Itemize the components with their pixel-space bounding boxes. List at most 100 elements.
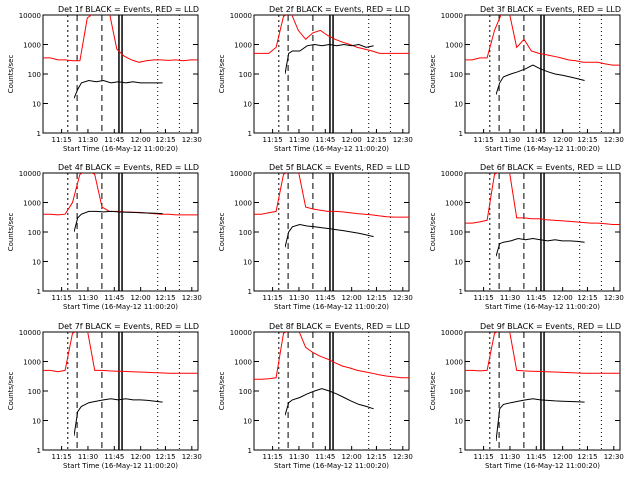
y-tick-label: 10000 [230,329,252,337]
chart-panel-5: Det 5f BLACK = Events, RED = LLD 1 10 100 10… [218,163,413,311]
x-tick-label: 11:15 [263,294,283,302]
series-line-lld [465,15,620,66]
y-tick-label: 1 [37,447,41,455]
x-tick-label: 12:00 [131,294,151,302]
y-tick-label: 10 [454,418,463,426]
x-tick-label: 12:15 [577,294,597,302]
chart-title: Det 3f BLACK = Events, RED = LLD [480,5,621,14]
x-tick-label: 12:00 [342,453,362,461]
series-line-lld [465,332,620,374]
plot-frame [464,14,621,134]
x-tick-label: 12:15 [366,294,386,302]
chart-title: Det 2f BLACK = Events, RED = LLD [269,5,410,14]
x-tick-label: 11:30 [500,294,520,302]
x-tick-label: 11:30 [500,453,520,461]
y-tick-label: 100 [450,388,463,396]
x-axis-label: Start Time (16-May-12 11:00:20) [485,145,600,153]
series-line-lld [43,332,198,374]
y-tick-label: 1000 [234,42,252,50]
y-tick-label: 10000 [441,329,463,337]
x-tick-label: 11:45 [104,453,124,461]
x-tick-label: 12:30 [604,453,624,461]
y-axis-label: Counts/sec [7,213,15,252]
y-tick-label: 1000 [234,200,252,208]
plot-frame [42,331,199,451]
x-tick-label: 12:30 [393,294,413,302]
y-tick-label: 1000 [445,200,463,208]
y-tick-label: 10 [32,101,41,109]
chart-title: Det 1f BLACK = Events, RED = LLD [58,5,199,14]
x-tick-label: 11:45 [104,294,124,302]
y-tick-label: 10000 [230,12,252,20]
x-tick-label: 11:30 [78,453,98,461]
y-tick-label: 1 [248,447,252,455]
x-tick-label: 12:00 [553,136,573,144]
x-tick-label: 12:30 [182,294,202,302]
plot-frame [253,172,410,292]
x-tick-label: 11:45 [315,294,335,302]
series-line-lld [254,173,409,218]
x-tick-label: 12:00 [342,294,362,302]
x-tick-label: 11:15 [52,136,72,144]
x-tick-label: 12:15 [366,136,386,144]
y-tick-label: 1 [248,288,252,296]
y-tick-label: 10000 [19,12,41,20]
y-tick-label: 1 [248,130,252,138]
y-tick-label: 10 [243,418,252,426]
x-axis-label: Start Time (16-May-12 11:00:20) [63,145,178,153]
series-line-events [496,398,585,442]
x-tick-label: 11:30 [78,136,98,144]
chart-panel-7: Det 7f BLACK = Events, RED = LLD 1 10 100 10… [7,322,202,470]
y-tick-label: 1000 [234,359,252,367]
x-tick-label: 12:00 [553,453,573,461]
x-tick-label: 11:45 [526,294,546,302]
y-tick-label: 1 [459,447,463,455]
x-tick-label: 12:15 [155,136,175,144]
x-axis-label: Start Time (16-May-12 11:00:20) [63,462,178,470]
x-tick-label: 12:15 [155,294,175,302]
plot-frame [253,14,410,134]
chart-title: Det 9f BLACK = Events, RED = LLD [480,322,621,331]
y-tick-label: 100 [28,388,41,396]
plot-frame [42,172,199,292]
x-tick-label: 12:00 [131,453,151,461]
plot-frame [253,331,410,451]
chart-title: Det 6f BLACK = Events, RED = LLD [480,163,621,172]
plot-frame [464,331,621,451]
y-tick-label: 10 [454,259,463,267]
y-tick-label: 10000 [441,170,463,178]
chart-panel-6: Det 6f BLACK = Events, RED = LLD 1 10 100 10… [429,163,624,311]
series-line-events [74,79,163,99]
series-line-lld [254,15,409,54]
plot-frame [464,172,621,292]
plot-frame [42,14,199,134]
series-line-events [74,210,163,233]
y-tick-label: 10 [32,418,41,426]
x-tick-label: 11:30 [78,294,98,302]
x-tick-label: 11:30 [289,294,309,302]
series-line-events [496,237,585,257]
y-tick-label: 100 [450,229,463,237]
x-tick-label: 12:30 [182,136,202,144]
x-tick-label: 11:15 [52,453,72,461]
series-line-lld [254,332,409,380]
y-tick-label: 100 [239,71,252,79]
y-tick-label: 1 [37,130,41,138]
y-tick-label: 10 [243,259,252,267]
series-line-lld [43,173,198,216]
x-tick-label: 12:00 [553,294,573,302]
x-axis-label: Start Time (16-May-12 11:00:20) [485,303,600,311]
x-tick-label: 11:45 [315,136,335,144]
y-tick-label: 1 [459,288,463,296]
chart-title: Det 7f BLACK = Events, RED = LLD [58,322,199,331]
x-tick-label: 12:15 [366,453,386,461]
chart-panel-9: Det 9f BLACK = Events, RED = LLD 1 10 100 10… [429,322,624,470]
y-tick-label: 10000 [19,170,41,178]
chart-title: Det 8f BLACK = Events, RED = LLD [269,322,410,331]
y-tick-label: 10000 [441,12,463,20]
x-tick-label: 11:15 [263,136,283,144]
x-tick-label: 11:15 [474,453,494,461]
y-axis-label: Counts/sec [218,213,226,252]
series-line-events [496,64,585,95]
